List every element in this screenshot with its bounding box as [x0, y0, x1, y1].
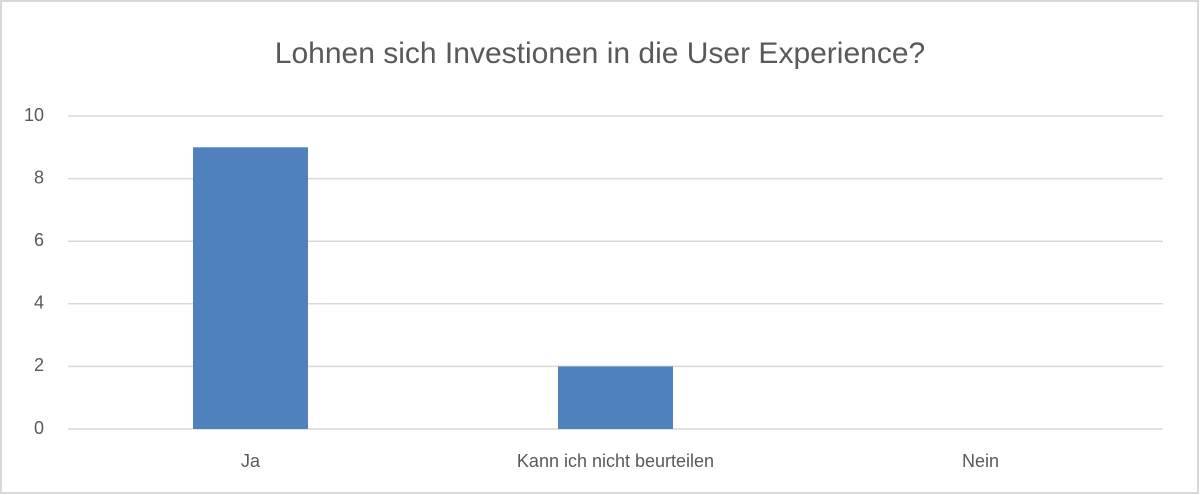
- x-tick-label: Nein: [962, 451, 999, 471]
- x-tick-label: Ja: [241, 451, 261, 471]
- bar: [193, 147, 308, 430]
- y-tick-label: 8: [34, 167, 44, 187]
- y-tick-label: 10: [24, 105, 44, 125]
- bar: [558, 366, 673, 429]
- x-tick-label: Kann ich nicht beurteilen: [517, 451, 714, 471]
- chart-title: Lohnen sich Investionen in die User Expe…: [275, 37, 925, 70]
- y-tick-label: 0: [34, 418, 44, 438]
- y-tick-label: 6: [34, 230, 44, 250]
- y-tick-label: 4: [34, 293, 44, 313]
- y-tick-label: 2: [34, 355, 44, 375]
